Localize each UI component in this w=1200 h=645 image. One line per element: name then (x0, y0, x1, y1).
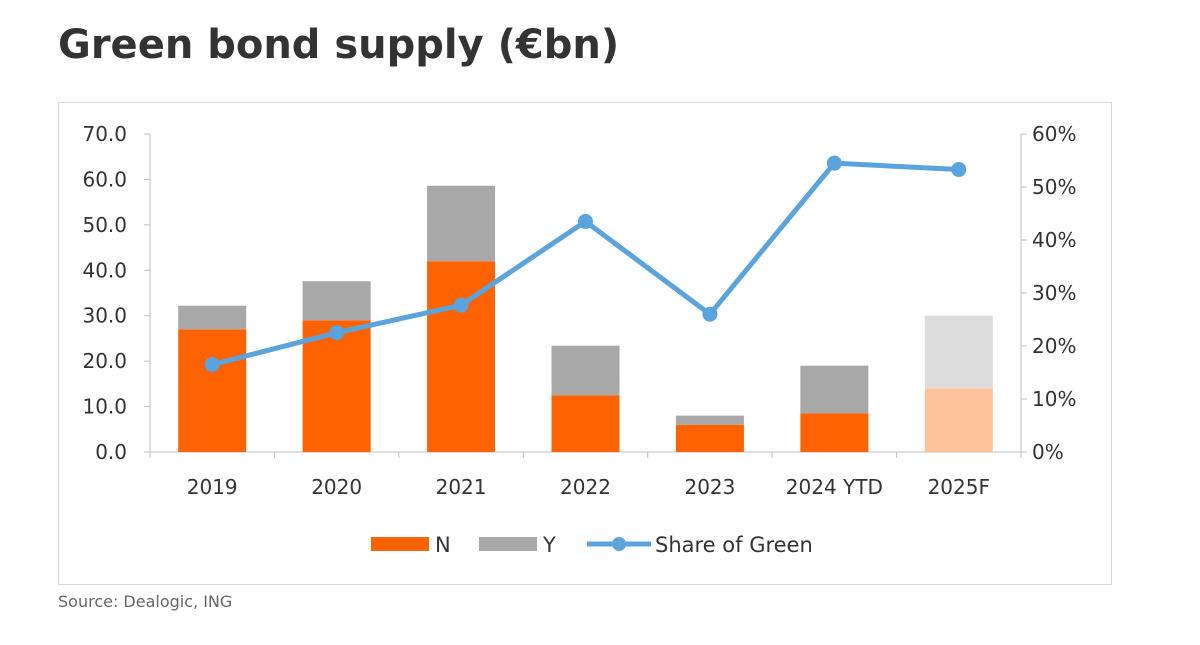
bar-n (800, 413, 869, 452)
x-axis-tick-label: 2020 (311, 475, 362, 499)
legend-label: Y (542, 533, 556, 557)
legend-swatch-marker (612, 537, 626, 551)
y-axis-right-tick-label: 10% (1032, 387, 1076, 411)
x-axis-tick-label: 2023 (684, 475, 735, 499)
y-axis-left-tick-label: 10.0 (82, 395, 127, 419)
chart-svg: 70.0 60.0 50.0 40.0 30.0 20.0 10.0 0.0 60% 50% 40%… (82, 122, 1076, 557)
bar-y (427, 185, 496, 262)
y-axis-right-tick-label: 40% (1032, 228, 1076, 252)
y-axis-left-tick-label: 60.0 (82, 167, 127, 191)
bar-n (924, 388, 993, 452)
chart-frame: 70.0 60.0 50.0 40.0 30.0 20.0 10.0 0.0 60% 50% 40%… (58, 102, 1112, 585)
y-axis-left-tick-label: 50.0 (82, 213, 127, 237)
bar-n (302, 320, 371, 452)
bar-y (178, 305, 247, 330)
y-axis-right-tick-label: 60% (1032, 122, 1076, 146)
bar-n (427, 261, 496, 452)
line-point-share-of-green (826, 155, 842, 171)
line-point-share-of-green (204, 357, 220, 373)
bar-n (551, 395, 620, 452)
y-axis-left-tick-label: 70.0 (82, 122, 127, 146)
y-axis-left-tick-label: 30.0 (82, 304, 127, 328)
bar-y (924, 315, 993, 389)
legend-swatch-y (479, 537, 537, 551)
y-axis-left-tick-label: 0.0 (95, 440, 127, 464)
legend-label: N (435, 533, 451, 557)
y-axis-right-tick-label: 30% (1032, 281, 1076, 305)
line-point-share-of-green (329, 325, 345, 341)
x-axis-tick-label: 2025F (928, 475, 990, 499)
line-share-of-green (211, 160, 959, 367)
bar-y (302, 281, 371, 321)
line-point-share-of-green (578, 213, 593, 229)
y-axis-right-tick-label: 50% (1032, 175, 1076, 199)
y-axis-left-tick-label: 40.0 (82, 258, 127, 282)
bar-y (800, 365, 869, 414)
legend-swatch-n (371, 537, 429, 551)
y-axis-right-tick-label: 0% (1032, 440, 1064, 464)
bar-y (675, 415, 744, 425)
bar-n (675, 424, 744, 452)
line-point-share-of-green (453, 297, 469, 313)
x-axis-tick-label: 2021 (436, 475, 487, 499)
legend-label: Share of Green (655, 533, 813, 557)
bar-y (551, 345, 620, 396)
y-axis-left-tick-label: 20.0 (82, 349, 127, 373)
bar-n (178, 329, 247, 452)
line-point-share-of-green (702, 306, 718, 322)
source-note: Source: Dealogic, ING (58, 592, 233, 611)
x-axis-tick-label: 2024 YTD (786, 475, 883, 499)
chart-title: Green bond supply (€bn) (58, 22, 620, 68)
line-point-share-of-green (951, 162, 967, 178)
x-axis-tick-label: 2019 (187, 475, 238, 499)
x-axis-tick-label: 2022 (560, 475, 611, 499)
y-axis-right-tick-label: 20% (1032, 334, 1076, 358)
